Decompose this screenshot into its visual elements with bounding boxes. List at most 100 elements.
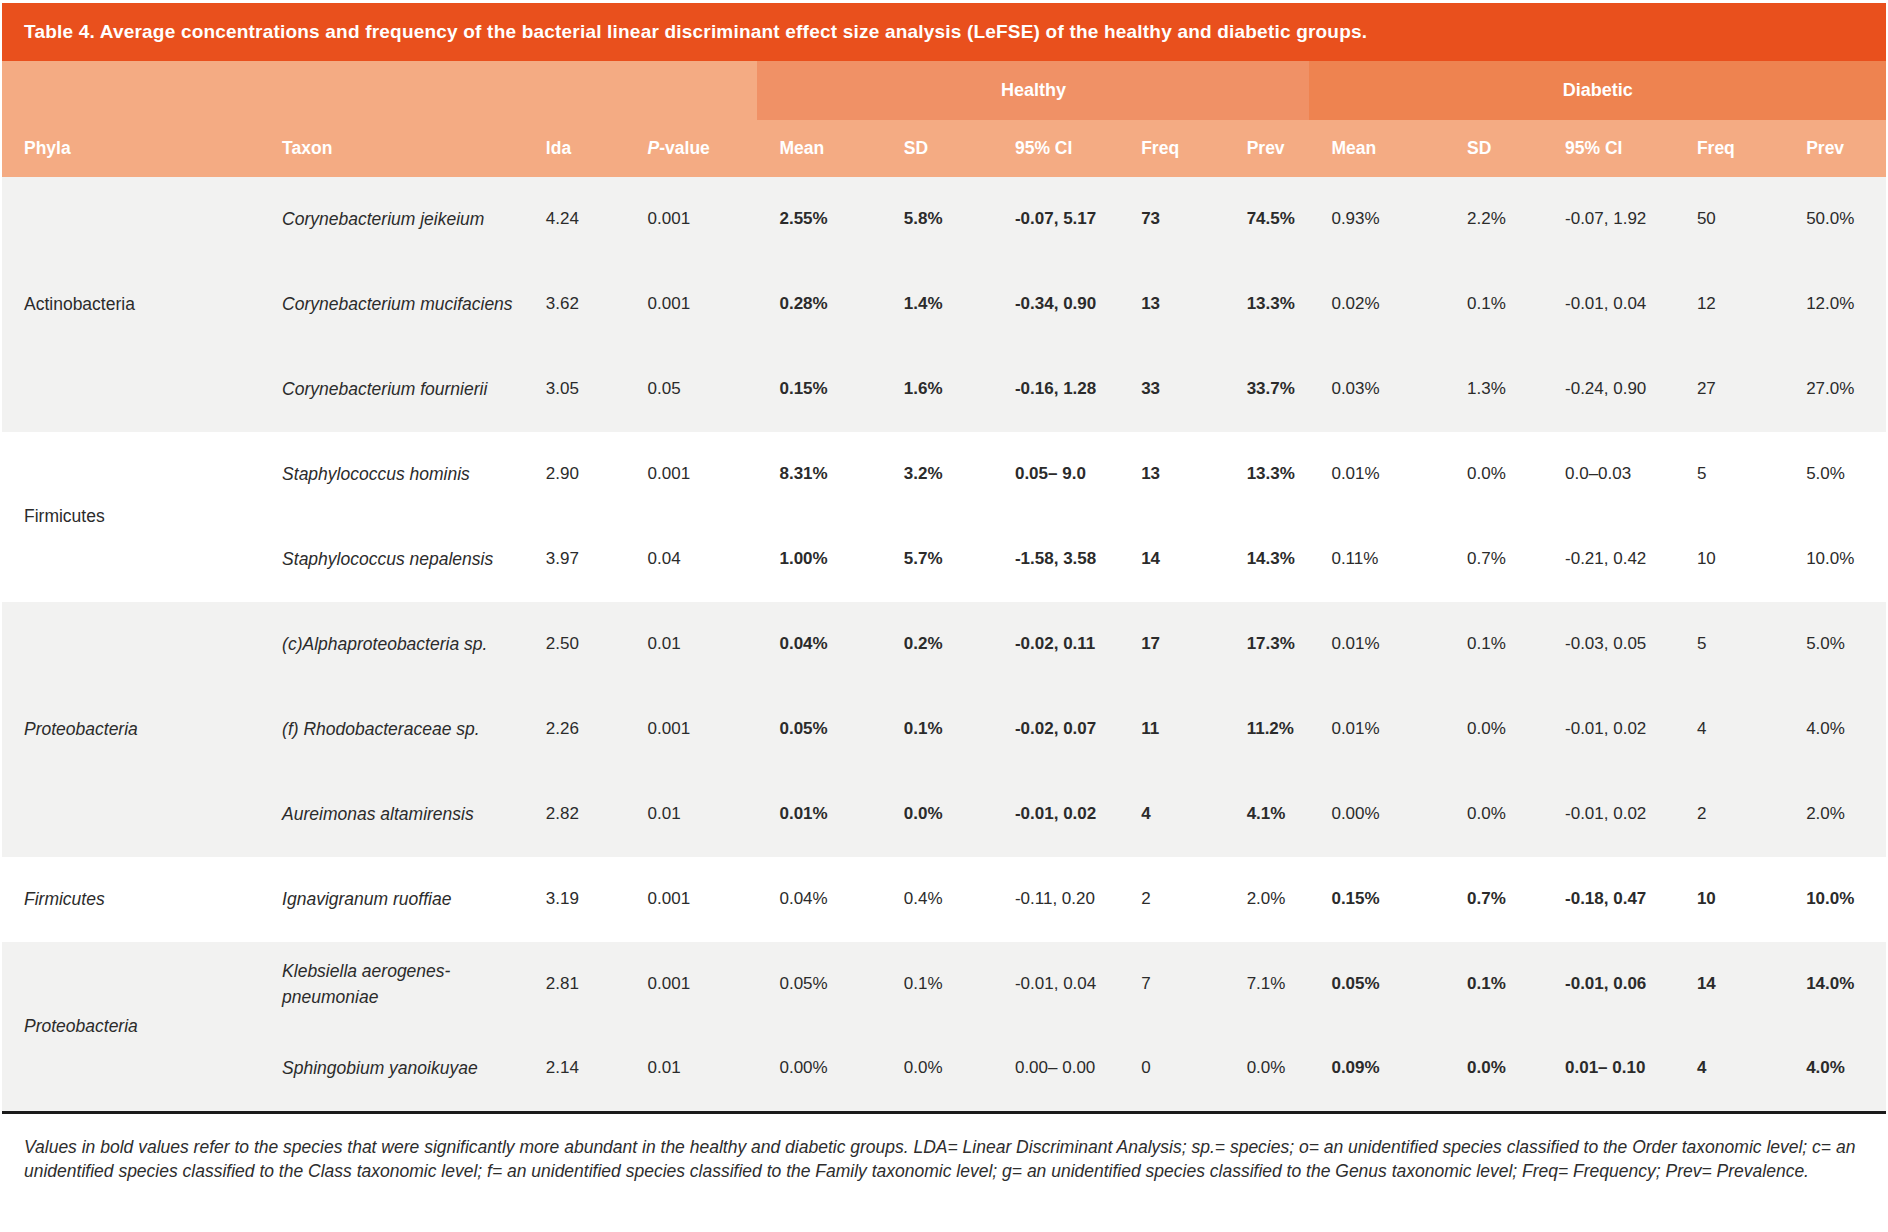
col-header-diabetic-ci: 95% CI [1543, 120, 1675, 177]
taxon-cell: (c)Alphaproteobacteria sp. [260, 602, 524, 687]
diabetic-mean-cell: 0.03% [1309, 347, 1445, 432]
group-header-spacer [2, 61, 757, 120]
healthy-prev-cell: 33.7% [1225, 347, 1310, 432]
pvalue-italic-p: P [648, 138, 660, 158]
diabetic-freq-cell: 50 [1675, 177, 1784, 262]
table-body: ActinobacteriaCorynebacterium jeikeium4.… [2, 177, 1886, 1112]
healthy-ci-cell: -0.07, 5.17 [993, 177, 1119, 262]
lda-cell: 2.81 [524, 942, 626, 1027]
table-footnote: Values in bold values refer to the speci… [2, 1114, 1886, 1201]
healthy-mean-cell: 0.15% [757, 347, 881, 432]
diabetic-prev-cell: 5.0% [1784, 602, 1886, 687]
diabetic-ci-cell: -0.07, 1.92 [1543, 177, 1675, 262]
healthy-freq-cell: 73 [1119, 177, 1225, 262]
phyla-cell: Proteobacteria [2, 942, 260, 1112]
diabetic-sd-cell: 0.0% [1445, 432, 1543, 517]
table-row: Sphingobium yanoikuyae2.140.010.00%0.0%0… [2, 1027, 1886, 1112]
diabetic-sd-cell: 0.1% [1445, 602, 1543, 687]
diabetic-prev-cell: 14.0% [1784, 942, 1886, 1027]
col-header-healthy-ci: 95% CI [993, 120, 1119, 177]
diabetic-prev-cell: 50.0% [1784, 177, 1886, 262]
healthy-ci-cell: -0.02, 0.07 [993, 687, 1119, 772]
lda-cell: 3.62 [524, 262, 626, 347]
col-header-lda: lda [524, 120, 626, 177]
diabetic-mean-cell: 0.02% [1309, 262, 1445, 347]
diabetic-sd-cell: 0.7% [1445, 517, 1543, 602]
taxon-cell: Sphingobium yanoikuyae [260, 1027, 524, 1112]
diabetic-sd-cell: 1.3% [1445, 347, 1543, 432]
pvalue-cell: 0.001 [626, 432, 758, 517]
healthy-prev-cell: 13.3% [1225, 262, 1310, 347]
table-row: Proteobacteria(c)Alphaproteobacteria sp.… [2, 602, 1886, 687]
diabetic-ci-cell: -0.24, 0.90 [1543, 347, 1675, 432]
healthy-mean-cell: 0.28% [757, 262, 881, 347]
healthy-mean-cell: 0.05% [757, 942, 881, 1027]
col-header-diabetic-mean: Mean [1309, 120, 1445, 177]
phyla-cell: Proteobacteria [2, 602, 260, 857]
lda-cell: 4.24 [524, 177, 626, 262]
diabetic-prev-cell: 4.0% [1784, 687, 1886, 772]
diabetic-sd-cell: 0.7% [1445, 857, 1543, 942]
diabetic-mean-cell: 0.15% [1309, 857, 1445, 942]
healthy-prev-cell: 7.1% [1225, 942, 1310, 1027]
pvalue-cell: 0.05 [626, 347, 758, 432]
healthy-sd-cell: 5.7% [882, 517, 993, 602]
pvalue-cell: 0.01 [626, 602, 758, 687]
lefse-table: Healthy Diabetic Phyla Taxon lda P-value… [2, 61, 1886, 1114]
diabetic-mean-cell: 0.93% [1309, 177, 1445, 262]
diabetic-mean-cell: 0.11% [1309, 517, 1445, 602]
healthy-prev-cell: 74.5% [1225, 177, 1310, 262]
table-row: ProteobacteriaKlebsiella aerogenes-pneum… [2, 942, 1886, 1027]
healthy-prev-cell: 2.0% [1225, 857, 1310, 942]
diabetic-freq-cell: 10 [1675, 517, 1784, 602]
col-header-taxon: Taxon [260, 120, 524, 177]
phyla-cell: Firmicutes [2, 857, 260, 942]
page: Table 4. Average concentrations and freq… [0, 0, 1888, 1200]
table-row: (f) Rhodobacteraceae sp.2.260.0010.05%0.… [2, 687, 1886, 772]
pvalue-cell: 0.001 [626, 687, 758, 772]
diabetic-prev-cell: 27.0% [1784, 347, 1886, 432]
healthy-mean-cell: 0.01% [757, 772, 881, 857]
healthy-ci-cell: -0.34, 0.90 [993, 262, 1119, 347]
pvalue-cell: 0.01 [626, 1027, 758, 1112]
diabetic-freq-cell: 12 [1675, 262, 1784, 347]
diabetic-ci-cell: -0.01, 0.02 [1543, 772, 1675, 857]
diabetic-prev-cell: 12.0% [1784, 262, 1886, 347]
col-header-pvalue: P-value [626, 120, 758, 177]
healthy-mean-cell: 2.55% [757, 177, 881, 262]
healthy-mean-cell: 0.05% [757, 687, 881, 772]
diabetic-ci-cell: 0.01– 0.10 [1543, 1027, 1675, 1112]
healthy-ci-cell: -1.58, 3.58 [993, 517, 1119, 602]
taxon-cell: Corynebacterium jeikeium [260, 177, 524, 262]
diabetic-mean-cell: 0.01% [1309, 432, 1445, 517]
healthy-sd-cell: 0.1% [882, 942, 993, 1027]
diabetic-mean-cell: 0.01% [1309, 687, 1445, 772]
healthy-ci-cell: -0.11, 0.20 [993, 857, 1119, 942]
diabetic-ci-cell: -0.01, 0.06 [1543, 942, 1675, 1027]
lda-cell: 2.90 [524, 432, 626, 517]
healthy-mean-cell: 8.31% [757, 432, 881, 517]
pvalue-rest: -value [659, 138, 710, 158]
diabetic-sd-cell: 0.0% [1445, 687, 1543, 772]
table-row: FirmicutesStaphylococcus hominis2.900.00… [2, 432, 1886, 517]
healthy-prev-cell: 17.3% [1225, 602, 1310, 687]
taxon-cell: Corynebacterium fournierii [260, 347, 524, 432]
table-row: Staphylococcus nepalensis3.970.041.00%5.… [2, 517, 1886, 602]
lda-cell: 3.97 [524, 517, 626, 602]
healthy-prev-cell: 14.3% [1225, 517, 1310, 602]
pvalue-cell: 0.001 [626, 177, 758, 262]
diabetic-mean-cell: 0.00% [1309, 772, 1445, 857]
healthy-sd-cell: 0.0% [882, 772, 993, 857]
diabetic-sd-cell: 0.1% [1445, 942, 1543, 1027]
healthy-ci-cell: 0.05– 9.0 [993, 432, 1119, 517]
healthy-sd-cell: 5.8% [882, 177, 993, 262]
healthy-freq-cell: 33 [1119, 347, 1225, 432]
healthy-ci-cell: -0.16, 1.28 [993, 347, 1119, 432]
healthy-prev-cell: 0.0% [1225, 1027, 1310, 1112]
diabetic-prev-cell: 2.0% [1784, 772, 1886, 857]
taxon-cell: Corynebacterium mucifaciens [260, 262, 524, 347]
diabetic-freq-cell: 10 [1675, 857, 1784, 942]
healthy-prev-cell: 11.2% [1225, 687, 1310, 772]
healthy-freq-cell: 14 [1119, 517, 1225, 602]
diabetic-freq-cell: 4 [1675, 687, 1784, 772]
